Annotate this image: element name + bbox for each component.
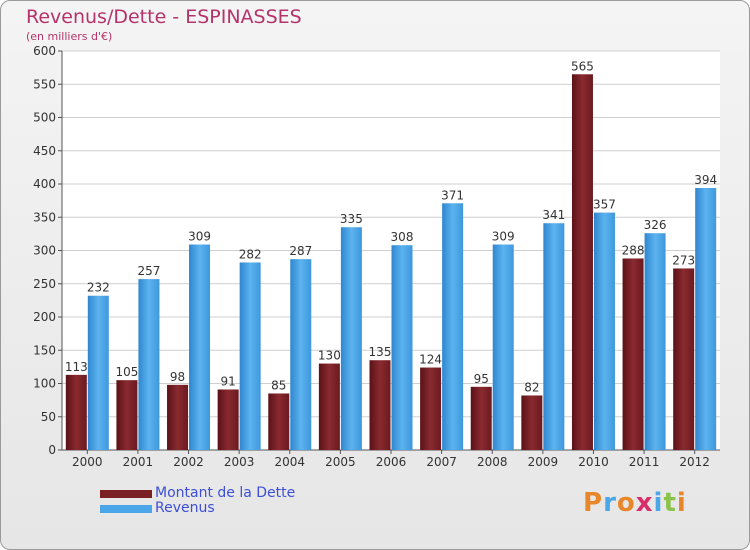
data-label-revenus: 341	[542, 208, 565, 222]
bar-dette	[217, 389, 239, 450]
bar-revenus	[391, 245, 413, 450]
data-label-dette: 98	[170, 370, 185, 384]
bar-dette	[673, 268, 695, 450]
bar-revenus	[138, 279, 160, 450]
y-tick-label: 500	[33, 111, 56, 125]
y-tick-label: 100	[33, 377, 56, 391]
data-label-revenus: 232	[87, 281, 110, 295]
y-tick-label: 450	[33, 144, 56, 158]
y-tick-label: 50	[41, 410, 56, 424]
bar-dette	[571, 74, 593, 451]
x-tick-label: 2005	[325, 455, 356, 469]
chart-subtitle: (en milliers d'€)	[26, 30, 113, 43]
bar-revenus	[593, 212, 615, 450]
legend-swatch-revenus	[100, 505, 152, 513]
logo-letter: P	[583, 488, 604, 518]
data-label-dette: 565	[571, 59, 594, 73]
bar-revenus	[239, 262, 261, 450]
data-label-revenus: 371	[441, 188, 464, 202]
bar-dette	[622, 258, 644, 450]
data-label-revenus: 308	[391, 230, 414, 244]
bar-dette	[420, 367, 442, 450]
x-tick-label: 2003	[224, 455, 255, 469]
bar-revenus	[340, 227, 362, 450]
logo-letter: t	[663, 488, 677, 518]
y-tick-label: 600	[33, 44, 56, 58]
proxiti-logo: Proxiti	[583, 488, 687, 518]
logo-letter: o	[616, 488, 636, 518]
chart-title: Revenus/Dette - ESPINASSES	[26, 6, 302, 28]
bar-revenus	[189, 244, 211, 450]
data-label-revenus: 357	[593, 198, 616, 212]
y-tick-label: 0	[48, 443, 56, 457]
data-label-dette: 273	[672, 253, 695, 267]
logo-letter: r	[603, 488, 617, 518]
data-label-dette: 105	[115, 365, 138, 379]
legend-swatch-dette	[100, 490, 152, 498]
data-label-revenus: 282	[239, 247, 262, 261]
bar-dette	[65, 374, 87, 450]
bar-dette	[470, 386, 492, 450]
bar-revenus	[644, 233, 666, 450]
data-label-revenus: 257	[137, 264, 160, 278]
x-tick-label: 2011	[629, 455, 660, 469]
data-label-dette: 91	[221, 374, 236, 388]
bar-revenus	[442, 203, 464, 450]
y-tick-label: 150	[33, 343, 56, 357]
bar-dette	[369, 360, 391, 450]
bar-revenus	[87, 295, 109, 450]
data-label-revenus: 326	[644, 218, 667, 232]
bar-revenus	[492, 244, 514, 450]
data-label-dette: 95	[474, 372, 489, 386]
bar-revenus	[290, 259, 312, 450]
y-tick-label: 300	[33, 244, 56, 258]
bar-dette	[167, 384, 189, 450]
bar-dette	[521, 395, 543, 450]
bar-revenus	[543, 223, 565, 450]
legend-label-dette: Montant de la Dette	[155, 485, 296, 501]
data-label-dette: 124	[419, 353, 442, 367]
x-tick-label: 2007	[426, 455, 457, 469]
x-tick-label: 2008	[477, 455, 508, 469]
y-tick-label: 200	[33, 310, 56, 324]
logo-letter: x	[635, 488, 654, 518]
data-label-revenus: 309	[188, 230, 211, 244]
logo-letter: i	[676, 488, 687, 518]
x-tick-label: 2006	[376, 455, 407, 469]
bar-revenus	[695, 187, 717, 451]
data-label-dette: 135	[369, 345, 392, 359]
data-label-dette: 288	[622, 243, 645, 257]
data-label-revenus: 287	[289, 244, 312, 258]
data-label-dette: 130	[318, 349, 341, 363]
y-tick-label: 550	[33, 77, 56, 91]
x-tick-label: 2012	[679, 455, 710, 469]
data-label-revenus: 335	[340, 212, 363, 226]
data-label-revenus: 394	[694, 173, 717, 187]
x-tick-label: 2009	[528, 455, 559, 469]
data-label-dette: 82	[524, 380, 539, 394]
bar-dette	[116, 380, 138, 450]
x-tick-label: 2010	[578, 455, 609, 469]
x-tick-label: 2002	[173, 455, 204, 469]
data-label-dette: 85	[271, 378, 286, 392]
y-tick-label: 400	[33, 177, 56, 191]
y-tick-label: 350	[33, 210, 56, 224]
y-tick-label: 250	[33, 277, 56, 291]
x-tick-label: 2000	[72, 455, 103, 469]
legend-label-revenus: Revenus	[155, 500, 215, 516]
bar-dette	[268, 393, 290, 450]
bar-dette	[318, 363, 340, 450]
data-label-revenus: 309	[492, 230, 515, 244]
x-tick-label: 2004	[274, 455, 305, 469]
logo-letter: i	[653, 488, 664, 518]
data-label-dette: 113	[65, 360, 88, 374]
x-tick-label: 2001	[123, 455, 154, 469]
